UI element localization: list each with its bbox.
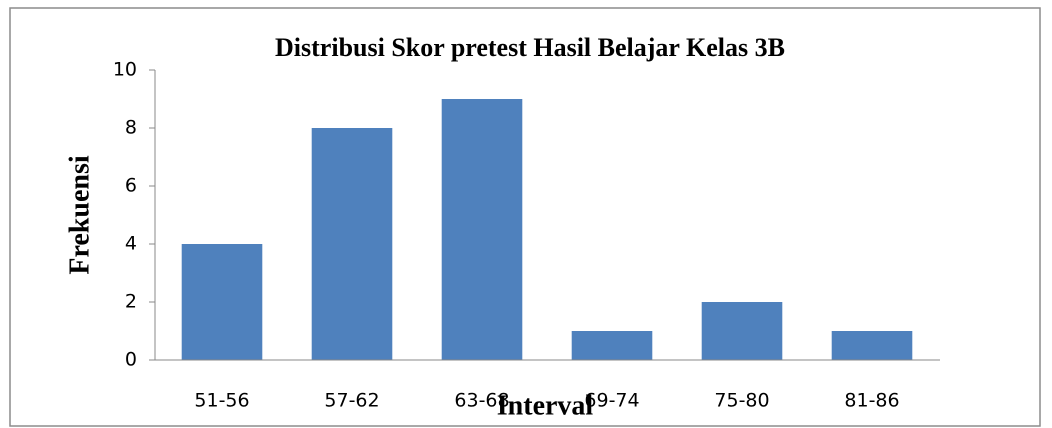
bar	[441, 99, 523, 360]
chart-border	[9, 7, 1041, 427]
y-tick-label: 10	[113, 59, 137, 81]
bar	[571, 331, 653, 360]
x-axis-title: Interval	[497, 390, 594, 421]
y-tick-label: 8	[125, 117, 137, 139]
y-tick-label: 6	[125, 175, 137, 197]
y-tick-label: 4	[125, 233, 137, 255]
chart-title: Distribusi Skor pretest Hasil Belajar Ke…	[275, 33, 785, 62]
x-tick-label: 69-74	[584, 390, 639, 412]
bar	[311, 128, 393, 360]
x-tick-label: 63-68	[454, 390, 509, 412]
y-tick-label: 0	[125, 349, 137, 371]
x-tick-label: 51-56	[194, 390, 249, 412]
x-tick-label: 75-80	[714, 390, 769, 412]
y-axis-title: Frekuensi	[64, 155, 95, 274]
bar	[701, 302, 783, 360]
bar	[831, 331, 913, 360]
y-tick-label: 2	[125, 291, 137, 313]
x-tick-label: 57-62	[324, 390, 379, 412]
x-tick-label: 81-86	[844, 390, 899, 412]
bar	[181, 244, 263, 360]
